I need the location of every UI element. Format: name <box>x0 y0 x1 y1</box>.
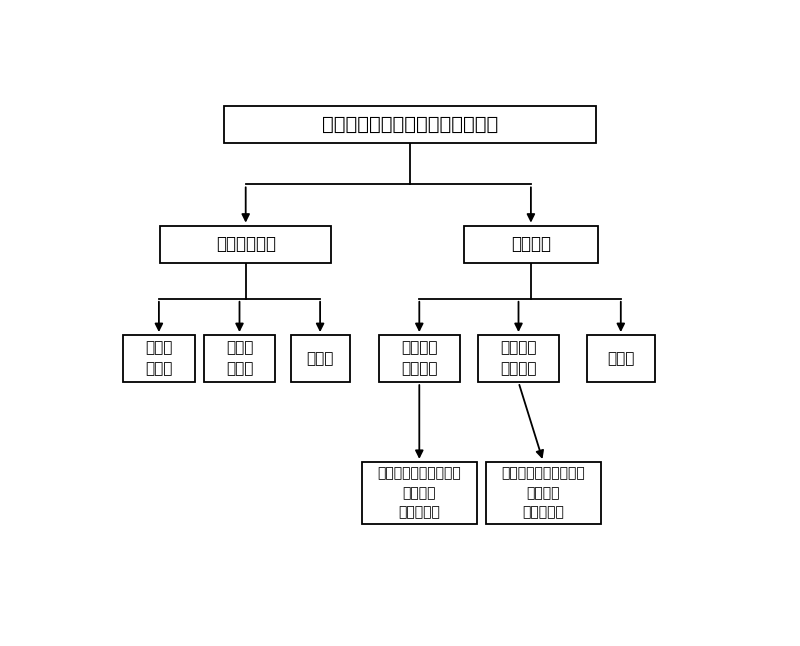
Text: 近紫外光
成像光路: 近紫外光 成像光路 <box>401 340 438 377</box>
Bar <box>290 335 350 382</box>
Text: 多光谱多偏振态组合光学成像系统: 多光谱多偏振态组合光学成像系统 <box>322 115 498 134</box>
Text: 近红外
光光源: 近红外 光光源 <box>226 340 253 377</box>
Bar <box>486 462 601 524</box>
Bar <box>478 335 559 382</box>
Bar <box>204 335 275 382</box>
Bar <box>224 106 596 143</box>
Bar <box>123 335 194 382</box>
Bar <box>464 225 598 263</box>
Text: 近紫外光学窄带滤波器
成像透镜
成像传感器: 近紫外光学窄带滤波器 成像透镜 成像传感器 <box>378 466 461 519</box>
Bar <box>362 462 477 524</box>
Text: 检偏器: 检偏器 <box>607 351 634 366</box>
Text: 近紫外
光光源: 近紫外 光光源 <box>146 340 173 377</box>
Bar <box>586 335 655 382</box>
Bar <box>379 335 459 382</box>
Text: 照明光源单元: 照明光源单元 <box>216 235 276 253</box>
Text: 成像单元: 成像单元 <box>511 235 551 253</box>
Text: 近红外光学窄带滤波器
成像透镜
成像传感器: 近红外光学窄带滤波器 成像透镜 成像传感器 <box>502 466 585 519</box>
Text: 近红外光
成像光路: 近红外光 成像光路 <box>500 340 537 377</box>
Bar <box>161 225 331 263</box>
Text: 起偏器: 起偏器 <box>306 351 334 366</box>
